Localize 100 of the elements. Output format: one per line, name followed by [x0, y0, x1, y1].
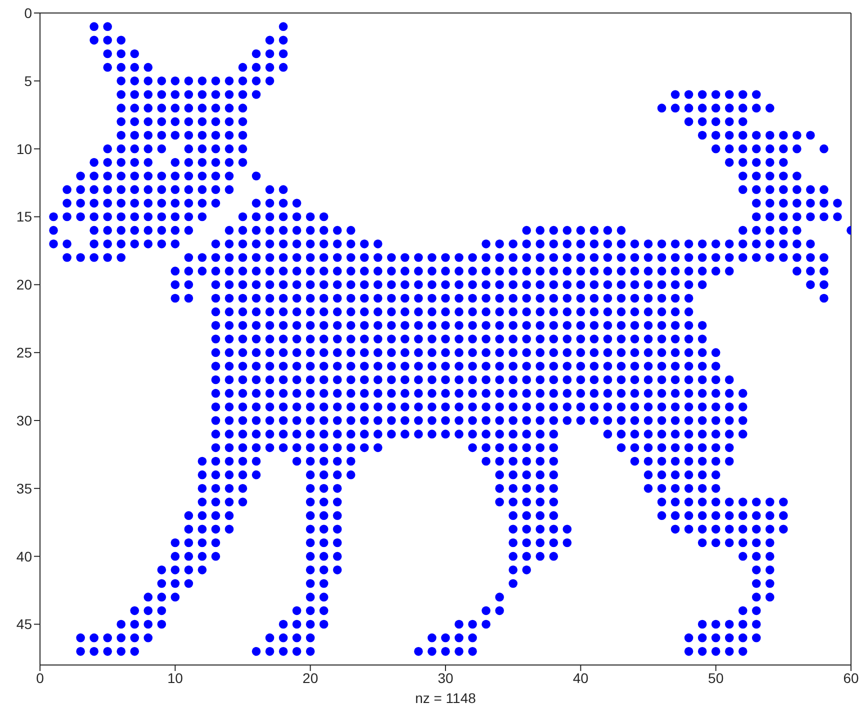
point	[536, 240, 545, 248]
point	[711, 402, 720, 412]
point	[360, 321, 369, 330]
point	[252, 456, 261, 466]
point	[306, 388, 315, 398]
point	[374, 280, 382, 290]
point	[252, 90, 261, 99]
point	[116, 90, 126, 99]
point	[738, 511, 748, 520]
point	[211, 321, 220, 330]
point	[292, 266, 302, 276]
point	[332, 443, 342, 452]
point	[482, 280, 490, 290]
point	[711, 266, 720, 276]
point	[603, 226, 612, 235]
point	[616, 416, 626, 425]
point	[711, 430, 720, 438]
point	[468, 362, 477, 371]
point	[792, 253, 802, 262]
point	[116, 76, 126, 86]
point	[644, 348, 653, 357]
point	[62, 198, 72, 208]
point	[670, 90, 680, 99]
point	[698, 620, 707, 629]
point	[238, 456, 248, 466]
point	[400, 430, 410, 438]
point	[495, 456, 504, 466]
point	[508, 566, 518, 574]
point	[49, 226, 58, 235]
point	[630, 362, 640, 371]
point	[49, 240, 58, 248]
point	[468, 430, 477, 438]
point	[657, 470, 666, 480]
point	[820, 294, 828, 303]
point	[711, 633, 720, 642]
point	[684, 90, 694, 99]
point	[374, 375, 382, 384]
point	[144, 144, 153, 154]
point	[346, 402, 356, 412]
point	[428, 307, 436, 316]
point	[441, 280, 450, 290]
point	[211, 430, 220, 438]
point	[806, 280, 815, 290]
point	[292, 226, 302, 235]
point	[738, 538, 748, 548]
point	[157, 104, 166, 112]
point	[184, 76, 194, 86]
point	[170, 592, 180, 602]
y-tick-label: 25	[16, 344, 32, 361]
point	[332, 416, 342, 425]
point	[360, 443, 369, 452]
point	[278, 280, 288, 290]
point	[766, 253, 774, 262]
point	[292, 430, 302, 438]
point	[495, 294, 504, 303]
point	[590, 321, 599, 330]
point	[278, 620, 288, 629]
point	[184, 226, 194, 235]
point	[724, 240, 734, 248]
point	[820, 280, 828, 290]
point	[684, 362, 694, 371]
point	[306, 484, 315, 493]
y-tick-label: 35	[16, 480, 32, 496]
point	[103, 212, 112, 222]
point	[468, 266, 477, 276]
point	[590, 362, 599, 371]
point	[428, 266, 436, 276]
point	[482, 456, 490, 466]
point	[630, 402, 640, 412]
point	[576, 253, 586, 262]
point	[332, 253, 342, 262]
point	[116, 36, 126, 45]
point	[576, 240, 586, 248]
point	[833, 212, 842, 222]
point	[508, 470, 518, 480]
point	[724, 253, 734, 262]
point	[698, 321, 707, 330]
point	[278, 240, 288, 248]
point	[670, 388, 680, 398]
y-tick-label: 45	[16, 616, 32, 632]
point	[508, 511, 518, 520]
point	[224, 117, 234, 126]
point	[90, 212, 98, 222]
point	[644, 430, 653, 438]
point	[441, 362, 450, 371]
point	[684, 647, 694, 656]
point	[724, 266, 734, 276]
point	[724, 443, 734, 452]
point	[238, 144, 248, 154]
point	[116, 212, 126, 222]
point	[711, 104, 720, 112]
point	[766, 511, 774, 520]
point	[670, 484, 680, 493]
point	[400, 334, 410, 344]
point	[144, 592, 153, 602]
point	[211, 443, 220, 452]
point	[116, 130, 126, 140]
point	[319, 388, 328, 398]
point	[428, 430, 436, 438]
point	[724, 633, 734, 642]
